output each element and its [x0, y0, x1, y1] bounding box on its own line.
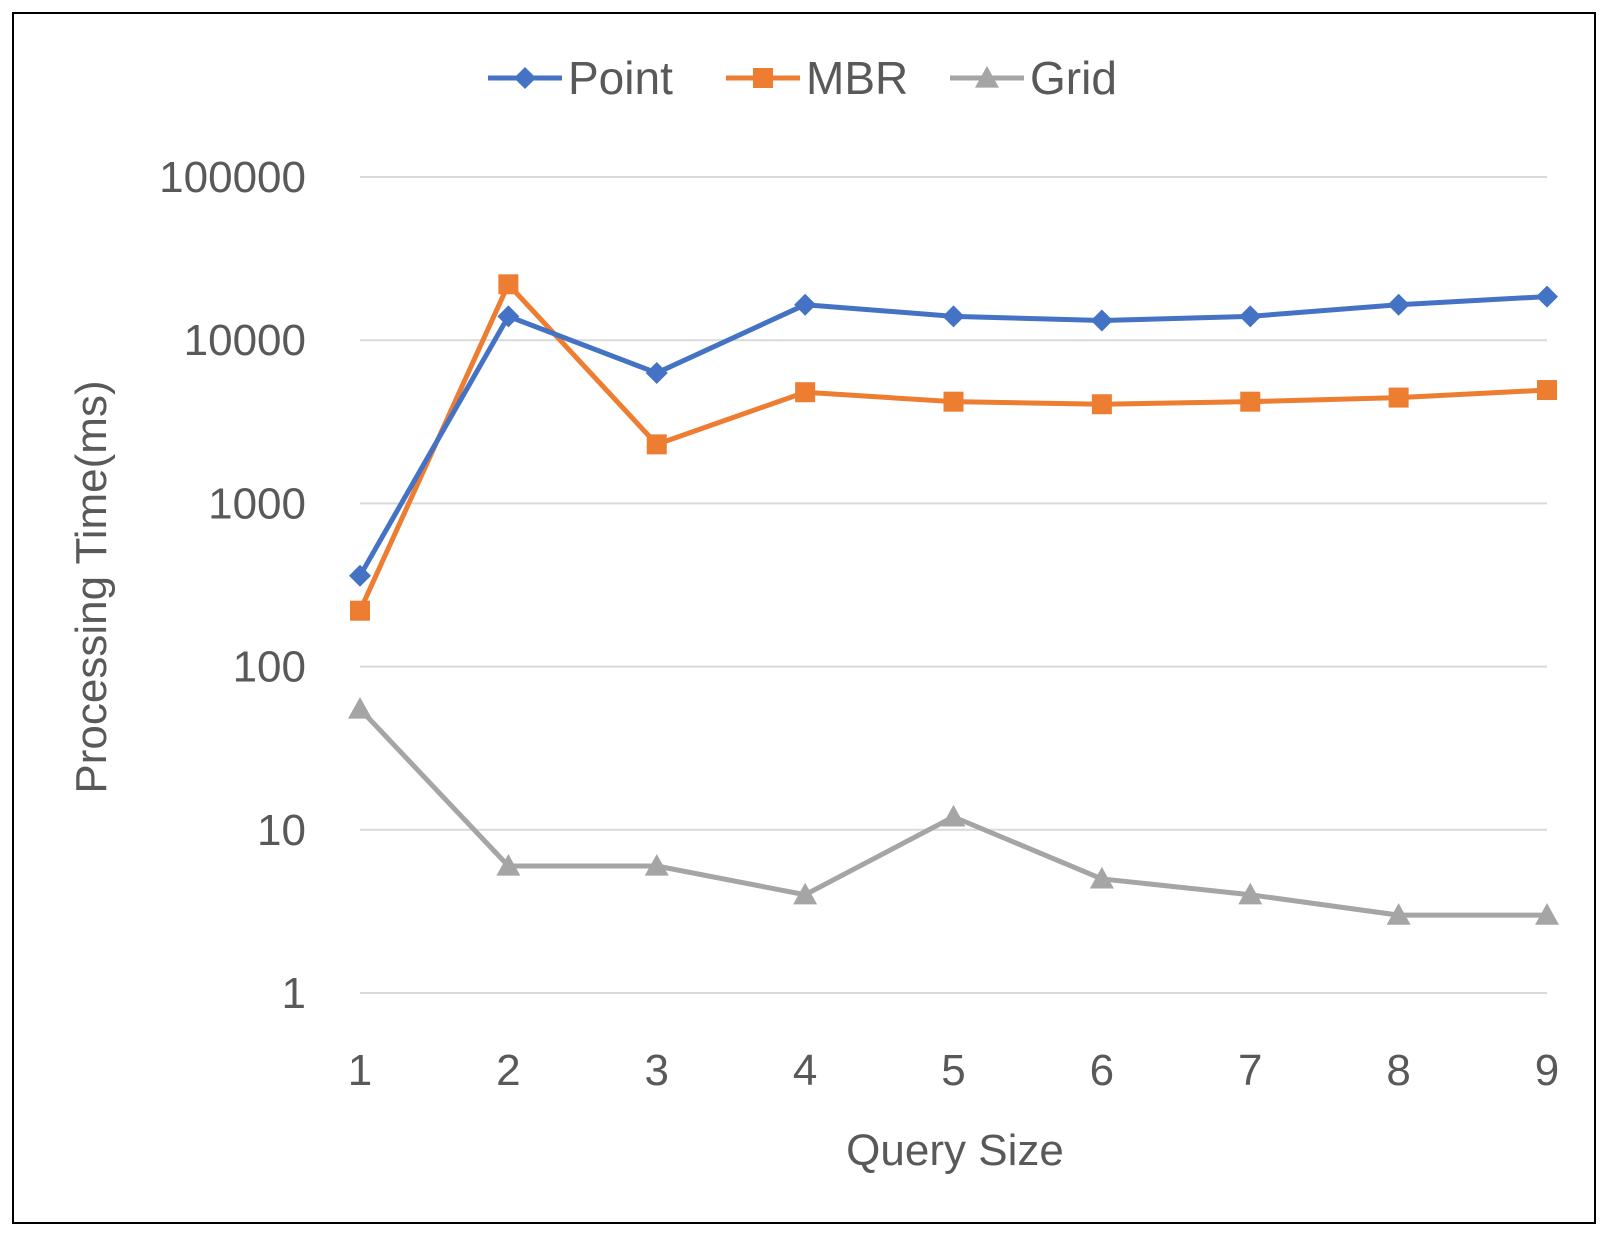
- y-axis-ticks: 1 10 100 1000 10000 100000: [159, 153, 306, 1018]
- data-point-point: [794, 293, 817, 316]
- data-point-mbr: [1240, 391, 1261, 412]
- data-point-grid: [1535, 903, 1559, 925]
- y-tick-label: 100000: [159, 153, 306, 202]
- x-tick-label: 5: [941, 1046, 965, 1095]
- gridlines: [360, 176, 1547, 994]
- x-tick-label: 8: [1386, 1046, 1410, 1095]
- data-point-grid: [1386, 903, 1411, 925]
- chart-frame: [12, 12, 1596, 1224]
- data-point-grid: [496, 854, 521, 876]
- y-tick-label: 1000: [208, 479, 306, 528]
- series-line-point: [357, 294, 1548, 578]
- data-point-point: [1536, 285, 1558, 308]
- series-line-mbr: [357, 281, 1548, 612]
- data-point-point: [645, 361, 668, 384]
- x-tick-label: 1: [348, 1046, 372, 1095]
- data-point-mbr: [943, 391, 964, 412]
- x-axis-ticks: 1 2 3 4 5 6 7 8 9: [348, 1046, 1559, 1095]
- x-tick-label: 7: [1238, 1046, 1262, 1095]
- x-tick-label: 2: [496, 1046, 520, 1095]
- data-point-mbr: [1388, 387, 1409, 408]
- data-point-point: [349, 564, 371, 587]
- series-layer: [348, 274, 1559, 925]
- y-tick-label: 100: [233, 643, 306, 692]
- data-point-grid: [644, 854, 669, 876]
- data-point-grid: [1089, 866, 1114, 889]
- series-grid: [348, 696, 1559, 925]
- data-point-point: [1239, 305, 1262, 328]
- y-axis-title: Processing Time(ms): [67, 380, 116, 793]
- data-point-grid: [941, 804, 966, 827]
- legend-marker-mbr: [753, 68, 773, 88]
- series-point: [349, 285, 1558, 587]
- data-point-mbr: [350, 600, 370, 621]
- data-point-mbr: [498, 274, 519, 295]
- legend-marker-point: [514, 67, 536, 89]
- data-point-point: [942, 305, 965, 328]
- data-point-mbr: [1091, 394, 1112, 415]
- legend-item-grid: Grid: [950, 52, 1117, 104]
- data-point-mbr: [795, 382, 816, 403]
- legend-label-grid: Grid: [1030, 52, 1117, 104]
- x-tick-label: 3: [645, 1046, 669, 1095]
- legend-marker-grid: [975, 66, 999, 88]
- legend-label-mbr: MBR: [806, 52, 908, 104]
- legend-item-point: Point: [488, 52, 673, 104]
- x-axis-title: Query Size: [846, 1126, 1064, 1175]
- data-point-point: [1090, 309, 1113, 332]
- y-tick-label: 10000: [184, 316, 306, 365]
- y-tick-label: 1: [282, 969, 306, 1018]
- x-tick-label: 6: [1090, 1046, 1114, 1095]
- data-point-mbr: [646, 434, 667, 455]
- data-point-grid: [348, 696, 372, 719]
- legend-item-mbr: MBR: [726, 52, 908, 104]
- x-tick-label: 9: [1535, 1046, 1559, 1095]
- y-tick-label: 10: [257, 806, 306, 855]
- legend-label-point: Point: [568, 52, 673, 104]
- data-point-point: [497, 305, 520, 328]
- data-point-grid: [793, 882, 818, 905]
- legend: Point MBR Grid: [488, 52, 1117, 104]
- data-point-grid: [1238, 882, 1263, 905]
- data-point-mbr: [1537, 380, 1557, 401]
- series-mbr: [350, 274, 1557, 621]
- x-tick-label: 4: [793, 1046, 817, 1095]
- data-point-point: [1387, 293, 1410, 316]
